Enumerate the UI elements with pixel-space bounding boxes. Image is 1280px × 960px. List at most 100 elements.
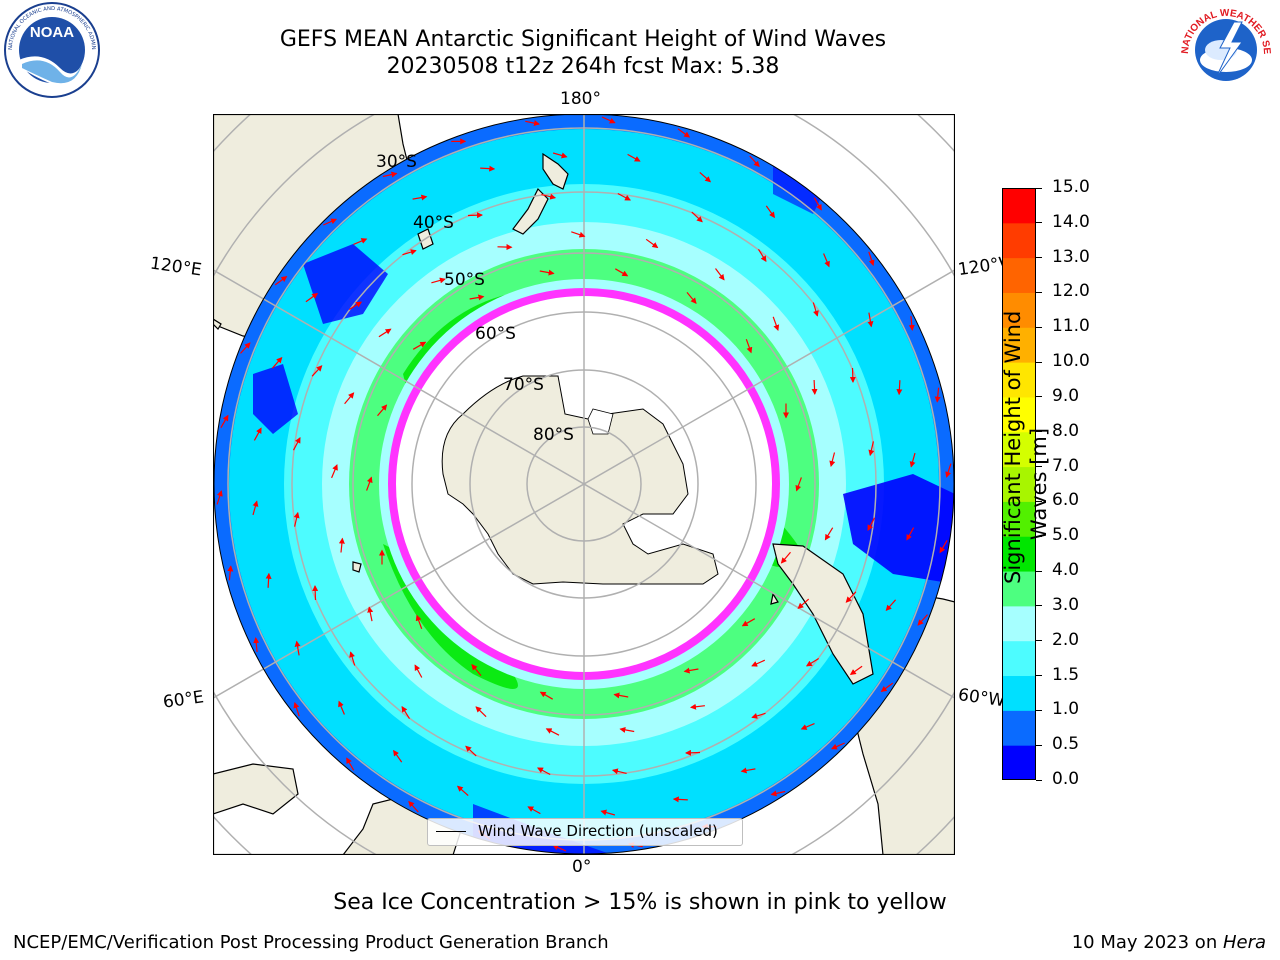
- colorbar-tick-label: 13.0: [1052, 246, 1090, 267]
- wave-direction-arrow: [346, 757, 355, 771]
- wave-direction-arrow: [672, 796, 688, 803]
- wave-direction-arrow: [312, 585, 319, 601]
- wave-direction-arrow: [349, 651, 356, 666]
- wave-direction-arrow: [617, 192, 631, 201]
- wave-direction-arrow: [240, 342, 251, 354]
- wave-direction-arrow: [382, 171, 398, 178]
- colorbar-tick-mark: [1036, 257, 1042, 259]
- colorbar-tick-label: 1.5: [1052, 664, 1080, 685]
- colorbar-swatch: [1002, 605, 1036, 642]
- colorbar-swatch: [1002, 188, 1036, 224]
- wave-direction-arrow: [415, 614, 423, 630]
- colorbar-tick-mark: [1036, 640, 1042, 642]
- wave-direction-arrow: [780, 551, 791, 564]
- wave-direction-arrow: [393, 749, 403, 763]
- colorbar-tick-label: 1.0: [1052, 699, 1080, 720]
- wave-direction-arrow: [401, 705, 411, 720]
- wave-direction-arrow: [868, 441, 875, 457]
- wave-direction-arrow: [845, 591, 857, 603]
- wave-direction-arrow: [613, 692, 629, 699]
- colorbar-tick-mark: [1036, 605, 1042, 607]
- colorbar-tick-mark: [1036, 675, 1042, 677]
- wave-direction-arrow: [338, 700, 345, 715]
- wave-direction-arrow: [829, 452, 836, 467]
- wave-direction-arrow: [292, 437, 301, 451]
- colorbar-tick-mark: [1036, 709, 1042, 711]
- wave-direction-arrow: [545, 728, 560, 736]
- wave-direction-arrow: [456, 785, 469, 797]
- wave-direction-arrow: [611, 768, 627, 775]
- graticule: [213, 114, 955, 855]
- colorbar-swatch: [1002, 431, 1036, 468]
- colorbar-swatch: [1002, 362, 1036, 398]
- lat-label-80s: 80°S: [533, 425, 574, 445]
- wave-direction-arrow: [880, 682, 894, 692]
- wave-direction-arrow: [253, 427, 262, 441]
- wave-direction-arrow: [741, 618, 756, 627]
- lat-label-60s: 60°S: [475, 324, 516, 344]
- wave-direction-arrow: [765, 205, 775, 219]
- wave-direction-arrow: [331, 464, 338, 479]
- legend-label: Wind Wave Direction (unscaled): [478, 822, 718, 840]
- colorbar-tick-mark: [1036, 466, 1042, 468]
- lat-label-30s: 30°S: [376, 152, 417, 172]
- wave-direction-arrow: [527, 806, 541, 815]
- wave-direction-arrow: [377, 404, 388, 417]
- wave-direction-arrow: [467, 212, 483, 219]
- wave-direction-arrow: [552, 844, 567, 852]
- wave-direction-arrow: [751, 712, 766, 719]
- wave-direction-arrow: [896, 380, 903, 396]
- wave-direction-arrow: [849, 367, 856, 383]
- wave-direction-arrow: [537, 767, 551, 776]
- wave-direction-arrow: [412, 194, 428, 201]
- lon-label-120e: 120°E: [148, 253, 203, 281]
- colorbar-label-line1: Significant Height of Wind: [1001, 310, 1025, 584]
- colorbar-tick-label: 7.0: [1052, 455, 1080, 476]
- colorbar-tick-label: 4.0: [1052, 560, 1080, 581]
- wave-direction-arrow: [757, 248, 767, 263]
- colorbar-tick-mark: [1036, 535, 1042, 537]
- wave-direction-arrow: [338, 537, 345, 553]
- colorbar-tick-label: 15.0: [1052, 177, 1090, 197]
- lon-label-60e: 60°E: [161, 687, 206, 713]
- colorbar-swatch: [1002, 710, 1036, 746]
- lat-label-70s: 70°S: [503, 375, 544, 395]
- colorbar-label: Significant Height of Wind Waves [m]: [1000, 310, 1060, 584]
- colorbar-tick-label: 9.0: [1052, 385, 1080, 406]
- colorbar-swatch: [1002, 466, 1036, 502]
- wave-direction-arrow: [627, 153, 641, 162]
- continents-inner: [352, 152, 874, 685]
- wave-direction-arrow: [311, 365, 323, 377]
- wave-direction-arrow: [305, 293, 319, 303]
- wave-direction-arrow: [691, 211, 703, 223]
- wave-direction-arrow: [475, 706, 487, 718]
- wave-direction-arrow: [552, 152, 568, 159]
- national-weather-service-logo: NATIONAL WEATHER SERVICE: [1172, 0, 1276, 102]
- colorbar-tick-label: 12.0: [1052, 281, 1090, 302]
- chart-title: GEFS MEAN Antarctic Significant Height o…: [279, 27, 887, 52]
- wave-direction-arrow: [715, 268, 725, 281]
- footer-date: 10 May 2023 on Hera: [1072, 932, 1266, 953]
- wave-direction-arrow: [751, 659, 766, 667]
- colorbar-tick-mark: [1036, 187, 1042, 189]
- wave-direction-arrow: [323, 218, 338, 226]
- wave-direction-arrow: [402, 249, 417, 256]
- colorbar-swatch: [1002, 257, 1036, 293]
- wave-direction-arrow: [227, 565, 234, 581]
- colorbar-swatch: [1002, 640, 1036, 677]
- colorbar: [1002, 188, 1036, 781]
- wave-direction-arrow: [614, 268, 629, 277]
- wave-direction-arrow: [740, 767, 756, 774]
- wave-direction-arrow: [805, 657, 820, 667]
- noaa-logo-text: NOAA: [30, 24, 74, 41]
- wave-direction-arrow: [745, 338, 753, 354]
- colorbar-swatch: [1002, 292, 1036, 328]
- colorbar-tick-label: 2.0: [1052, 629, 1080, 650]
- wave-direction-arrow: [867, 517, 876, 531]
- wave-direction-arrow: [348, 301, 363, 311]
- colorbar-tick-mark: [1036, 361, 1042, 363]
- wave-direction-arrow: [525, 120, 540, 127]
- colorbar-tick-label: 14.0: [1052, 211, 1090, 232]
- noaa-logo: NOAA NATIONAL OCEANIC AND ATMOSPHERIC AD…: [0, 0, 102, 102]
- colorbar-tick-label: 3.0: [1052, 594, 1080, 615]
